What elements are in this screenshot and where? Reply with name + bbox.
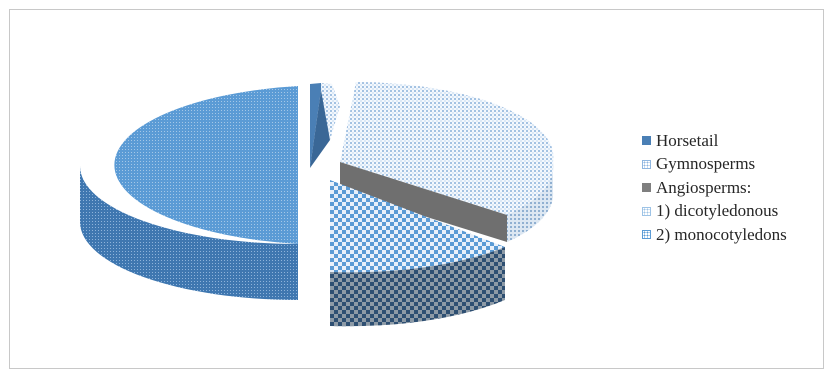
legend-swatch: [642, 183, 651, 193]
legend-label: 2) monocotyledons: [656, 224, 787, 244]
legend-swatch: [642, 159, 651, 169]
legend: Horsetail Gymnosperms Angiosperms: 1) dicot…: [642, 129, 826, 247]
chart-area: Horsetail Gymnosperms Angiosperms: 1) dicot…: [9, 9, 824, 369]
legend-label: Horsetail: [656, 130, 719, 150]
legend-item: 1) dicotyledonous: [642, 200, 826, 224]
pie-chart: [80, 82, 554, 327]
legend-item: 2) monocotyledons: [642, 223, 826, 247]
legend-item: Horsetail: [642, 129, 826, 153]
legend-label: Angiosperms:: [656, 177, 752, 197]
legend-swatch: [642, 136, 651, 146]
slice-gymnosperms: [330, 180, 505, 327]
slice-monocotyledons: [80, 86, 299, 300]
legend-item: Angiosperms:: [642, 176, 826, 200]
legend-label: Gymnosperms: [656, 154, 756, 174]
legend-swatch: [642, 230, 651, 240]
slice-dicotyledonous: [340, 82, 554, 242]
legend-swatch: [642, 206, 651, 216]
slice-horsetail: [310, 83, 340, 168]
legend-label: 1) dicotyledonous: [656, 201, 779, 221]
legend-item: Gymnosperms: [642, 153, 826, 177]
